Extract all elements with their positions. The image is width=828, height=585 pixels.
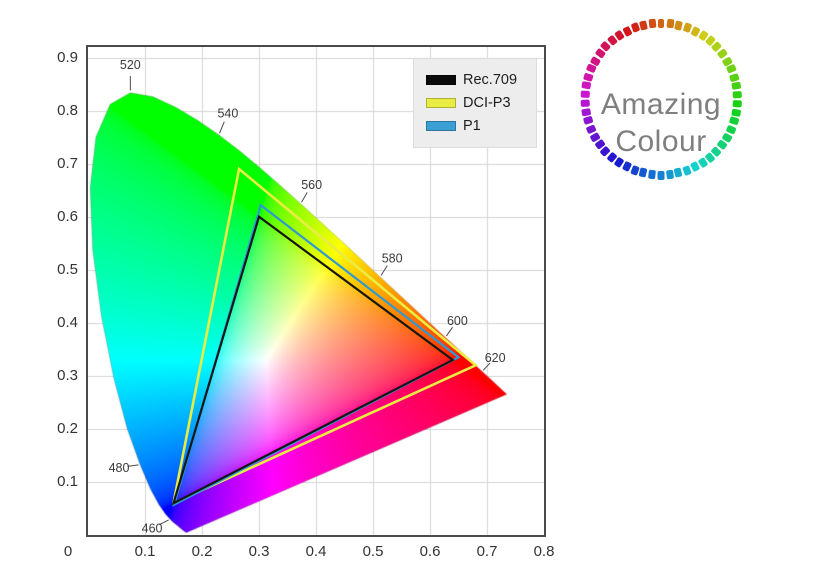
logo-text-line2: Colour xyxy=(615,125,707,158)
legend-item-p1: P1 xyxy=(426,118,536,134)
legend-label: DCI-P3 xyxy=(463,95,511,111)
logo-ring-square xyxy=(674,19,683,31)
logo-ring-square xyxy=(630,165,640,176)
y-tick-label: 0.4 xyxy=(57,313,78,331)
x-tick-label: 0.7 xyxy=(476,543,498,560)
logo-ring-square xyxy=(728,72,740,82)
logo-ring-square xyxy=(682,22,692,33)
y-tick-label: 0.2 xyxy=(57,419,78,437)
y-tick-label: 0.3 xyxy=(57,366,78,384)
x-tick-label: 0 xyxy=(63,543,73,560)
legend-item-dci-p3: DCI-P3 xyxy=(426,95,536,111)
logo-ring-square xyxy=(674,167,683,179)
x-tick-label: 0.3 xyxy=(248,543,270,560)
logo-ring-square xyxy=(666,169,674,180)
x-tick-label: 0.8 xyxy=(533,543,555,560)
logo-ring-square xyxy=(639,167,648,179)
logo-ring-square xyxy=(639,19,648,31)
logo-text: Amazing Colour xyxy=(579,86,743,160)
logo-ring-square xyxy=(657,170,665,180)
y-tick-label: 0.9 xyxy=(57,48,78,66)
logo-ring-square xyxy=(682,165,692,176)
logo-ring-square xyxy=(621,161,632,173)
logo-text-line1: Amazing xyxy=(600,88,722,121)
amazing-colour-logo: Amazing Colour xyxy=(579,17,743,181)
y-tick-label: 0.6 xyxy=(57,207,78,225)
y-tick-label: 0.5 xyxy=(57,260,78,278)
logo-ring-square xyxy=(648,18,656,29)
logo-ring-square xyxy=(666,18,674,29)
x-tick-label: 0.6 xyxy=(419,543,441,560)
logo-ring-square xyxy=(648,169,656,180)
legend-label: Rec.709 xyxy=(463,72,518,88)
logo-ring-square xyxy=(657,18,665,28)
x-tick-label: 0.5 xyxy=(362,543,384,560)
legend-swatch xyxy=(426,98,456,108)
legend-item-rec-709: Rec.709 xyxy=(426,72,536,88)
logo-ring-square xyxy=(630,22,640,33)
legend-swatch xyxy=(426,75,456,85)
y-tick-label: 0.7 xyxy=(57,154,78,172)
legend: Rec.709 DCI-P3 P1 xyxy=(413,58,537,148)
logo-ring-square xyxy=(582,72,594,82)
logo-ring-square xyxy=(621,25,632,37)
x-tick-label: 0.1 xyxy=(134,543,156,560)
y-tick-label: 0.1 xyxy=(57,472,78,490)
logo-ring-square xyxy=(725,64,737,74)
legend-swatch xyxy=(426,121,456,131)
logo-ring-square xyxy=(690,161,701,173)
legend-label: P1 xyxy=(463,118,481,134)
x-tick-label: 0.2 xyxy=(191,543,213,560)
x-tick-label: 0.4 xyxy=(305,543,327,560)
y-tick-label: 0.8 xyxy=(57,101,78,119)
